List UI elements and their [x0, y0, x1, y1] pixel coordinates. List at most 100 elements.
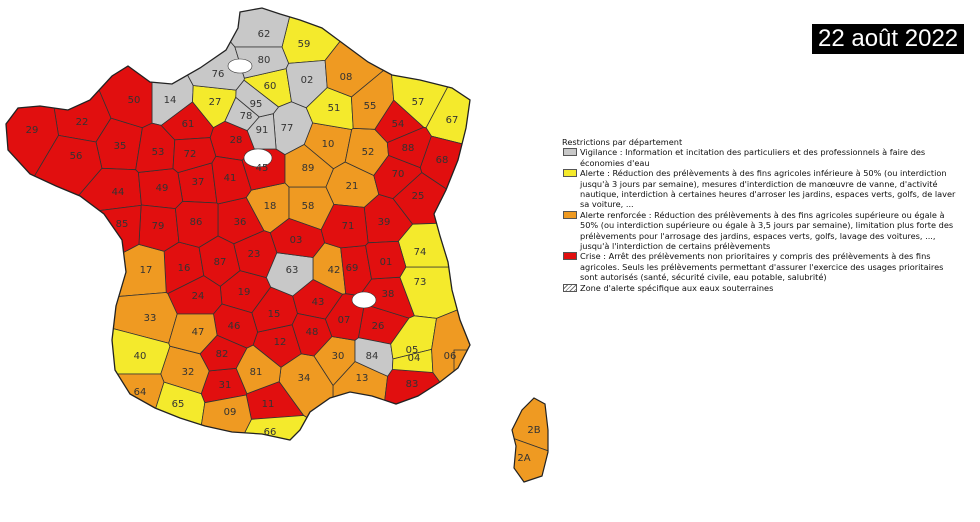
department-label-02: 02 [301, 75, 314, 86]
legend-swatch-alerte [563, 169, 577, 178]
department-label-86: 86 [190, 217, 203, 228]
department-label-62: 62 [258, 29, 271, 40]
department-88 [386, 126, 432, 169]
department-label-72: 72 [184, 149, 197, 160]
department-label-03: 03 [290, 235, 303, 246]
legend-text-crise: Crise : Arrêt des prélèvements non prior… [580, 251, 944, 283]
no-restriction-zone [227, 58, 253, 74]
department-label-57: 57 [412, 97, 425, 108]
department-label-60: 60 [264, 81, 277, 92]
department-label-36: 36 [234, 217, 247, 228]
legend-title: Restrictions par département [562, 137, 683, 147]
department-label-05: 05 [406, 345, 419, 356]
department-86 [174, 200, 219, 248]
department-label-29: 29 [26, 125, 39, 136]
date-badge: 22 août 2022 [812, 24, 965, 54]
department-label-18: 18 [264, 201, 277, 212]
department-label-16: 16 [178, 263, 191, 274]
map-legend: Restrictions par département Vigilance :… [562, 137, 958, 293]
department-label-27: 27 [209, 97, 222, 108]
department-label-14: 14 [164, 95, 177, 106]
department-label-67: 67 [446, 115, 459, 126]
department-64 [59, 373, 165, 473]
legend-swatch-groundwater [563, 283, 577, 292]
department-label-21: 21 [346, 181, 359, 192]
department-label-53: 53 [152, 147, 165, 158]
department-label-47: 47 [192, 327, 205, 338]
department-label-17: 17 [140, 265, 153, 276]
department-label-73: 73 [414, 277, 427, 288]
legend-text-alerte-renforcee: Alerte renforcée : Réduction des prélève… [580, 209, 954, 252]
department-label-81: 81 [250, 367, 263, 378]
department-label-77: 77 [281, 123, 294, 134]
department-label-44: 44 [112, 187, 125, 198]
department-label-65: 65 [172, 399, 185, 410]
legend-text-groundwater: Zone d'alerte spécifique aux eaux souter… [580, 282, 774, 293]
departments-layer [6, 8, 548, 482]
department-label-52: 52 [362, 147, 375, 158]
department-72 [172, 137, 217, 174]
department-label-46: 46 [228, 321, 241, 332]
legend-text-alerte: Alerte : Réduction des prélèvements à de… [580, 168, 956, 210]
department-label-07: 07 [338, 315, 351, 326]
department-label-2A: 2A [517, 453, 530, 464]
department-89 [284, 144, 334, 188]
department-label-59: 59 [298, 39, 311, 50]
department-label-76: 76 [212, 69, 225, 80]
legend-item-groundwater: Zone d'alerte spécifique aux eaux souter… [562, 283, 958, 293]
department-label-40: 40 [134, 351, 147, 362]
department-label-87: 87 [214, 257, 227, 268]
department-label-83: 83 [406, 379, 419, 390]
legend-swatch-crise [563, 252, 577, 261]
department-label-55: 55 [364, 101, 377, 112]
legend-text-vigilance: Vigilance : Information et incitation de… [580, 147, 926, 168]
department-label-54: 54 [392, 119, 405, 130]
department-label-84: 84 [366, 351, 379, 362]
department-label-91: 91 [256, 125, 269, 136]
department-label-61: 61 [182, 119, 195, 130]
department-label-25: 25 [412, 191, 425, 202]
department-label-88: 88 [402, 143, 415, 154]
department-label-32: 32 [182, 367, 195, 378]
department-label-70: 70 [392, 169, 405, 180]
france-outline [5, 7, 471, 441]
department-label-2B: 2B [527, 425, 540, 436]
department-label-35: 35 [114, 141, 127, 152]
department-68 [419, 135, 523, 229]
department-83 [376, 368, 493, 465]
corsica-outline [511, 397, 549, 483]
department-76 [146, 8, 245, 91]
department-label-78: 78 [240, 111, 253, 122]
department-label-69: 69 [346, 263, 359, 274]
department-label-01: 01 [380, 257, 393, 268]
department-label-13: 13 [356, 373, 369, 384]
department-label-31: 31 [219, 380, 232, 391]
department-label-58: 58 [302, 201, 315, 212]
department-41 [211, 155, 252, 205]
department-label-68: 68 [436, 155, 449, 166]
department-label-22: 22 [76, 117, 89, 128]
department-74 [397, 220, 501, 268]
department-label-51: 51 [328, 103, 341, 114]
department-label-80: 80 [258, 55, 271, 66]
department-label-15: 15 [268, 309, 281, 320]
department-label-26: 26 [372, 321, 385, 332]
department-label-48: 48 [306, 327, 319, 338]
department-label-06: 06 [444, 351, 457, 362]
department-01 [365, 240, 407, 280]
department-label-71: 71 [342, 221, 355, 232]
department-label-08: 08 [340, 72, 353, 83]
department-label-28: 28 [230, 135, 243, 146]
department-label-56: 56 [70, 151, 83, 162]
department-label-38: 38 [382, 289, 395, 300]
department-82 [199, 334, 248, 372]
department-label-79: 79 [152, 221, 165, 232]
department-label-39: 39 [378, 217, 391, 228]
no-restriction-zone [243, 148, 273, 168]
department-label-30: 30 [332, 351, 345, 362]
department-61 [160, 101, 214, 141]
department-label-74: 74 [414, 247, 427, 258]
department-label-04: 04 [408, 353, 421, 364]
department-label-33: 33 [144, 313, 157, 324]
